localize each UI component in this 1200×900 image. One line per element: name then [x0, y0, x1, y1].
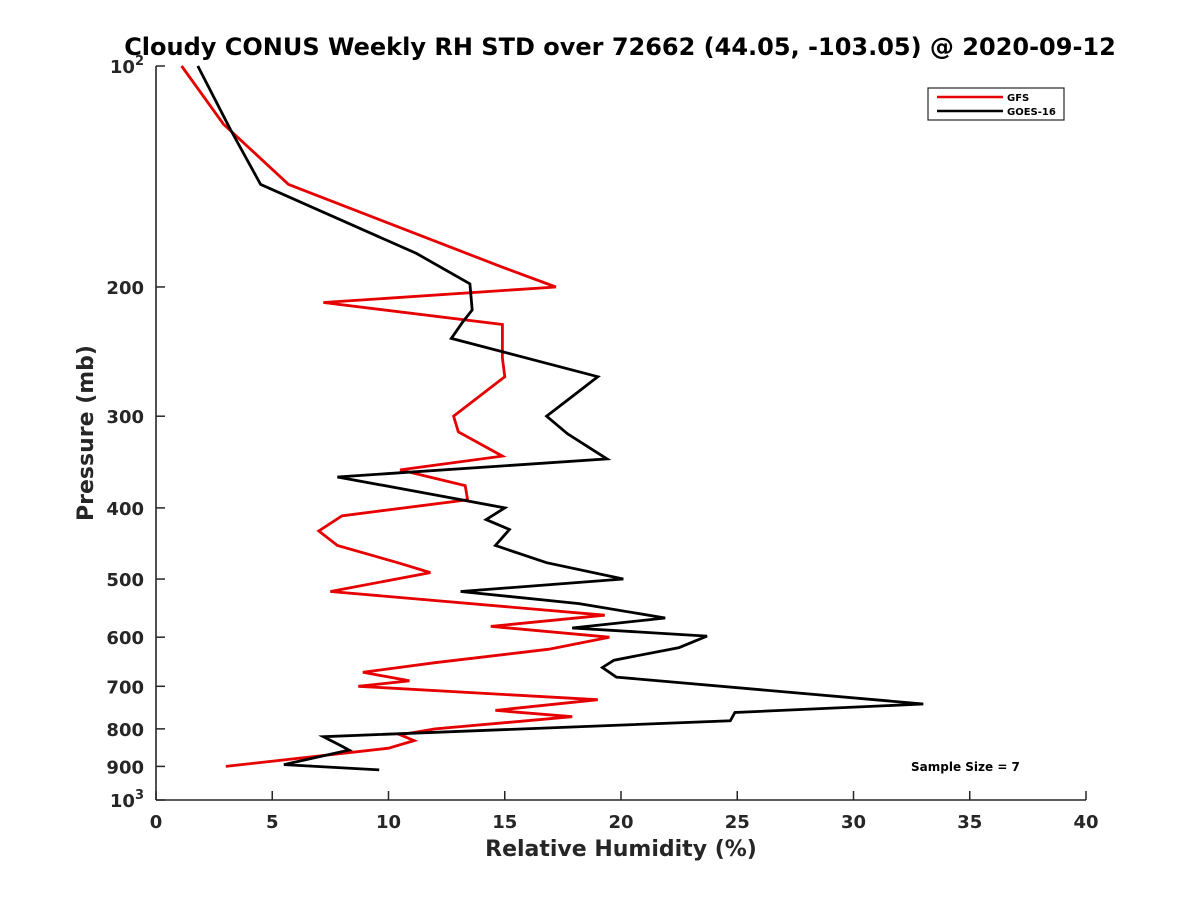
plot-area: 0 5 10 15 20 25 30 35 40 102 200 300 400 500 600 700 80… [106, 54, 1098, 833]
x-tick-label: 30 [841, 812, 866, 833]
x-tick-label: 0 [150, 812, 163, 833]
y-tick-label: 102 [110, 54, 144, 78]
y-tick-label: 800 [106, 720, 144, 741]
legend-box [927, 87, 1065, 121]
x-tick-label: 25 [725, 812, 750, 833]
legend: GFS GOES-16 [927, 87, 1065, 121]
chart-title: Cloudy CONUS Weekly RH STD over 72662 (4… [124, 33, 1116, 61]
series-line-goes16 [196, 65, 924, 772]
y-tick-label: 600 [106, 628, 144, 649]
legend-label-goes16: GOES-16 [1007, 107, 1056, 118]
x-tick-label: 35 [957, 812, 982, 833]
y-ticks: 102 200 300 400 500 600 700 800 900 103 [106, 54, 165, 812]
x-tick-label: 5 [266, 812, 279, 833]
y-tick-label: 900 [106, 757, 144, 778]
plot-area-background [156, 66, 1086, 800]
series-layer [180, 65, 924, 772]
x-tick-label: 15 [492, 812, 517, 833]
y-tick-label: 400 [106, 499, 144, 520]
y-tick-label: 300 [106, 407, 144, 428]
sample-size-annotation: Sample Size = 7 [911, 760, 1020, 774]
x-axis-label: Relative Humidity (%) [485, 837, 757, 862]
y-tick-label: 500 [106, 570, 144, 591]
y-axis-label: Pressure (mb) [74, 345, 99, 521]
series-line-gfs [180, 65, 610, 768]
legend-label-gfs: GFS [1007, 93, 1029, 104]
x-ticks: 0 5 10 15 20 25 30 35 40 [150, 791, 1099, 833]
x-tick-label: 10 [376, 812, 401, 833]
y-tick-label: 700 [106, 677, 144, 698]
y-tick-label: 103 [110, 788, 144, 812]
x-tick-label: 20 [608, 812, 633, 833]
x-tick-label: 40 [1073, 812, 1098, 833]
y-tick-label: 200 [106, 278, 144, 299]
